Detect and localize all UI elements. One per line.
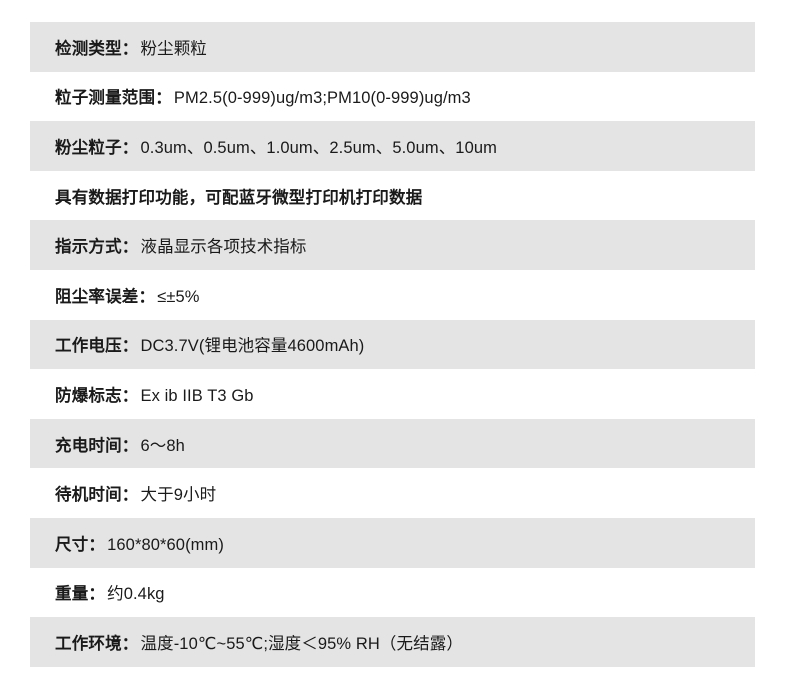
spec-value: 大于9小时: [140, 486, 217, 505]
spec-label: 阻尘率误差：: [55, 287, 156, 306]
spec-row: 充电时间： 6～8h: [0, 418, 790, 469]
spec-value: 液晶显示各项技术指标: [140, 238, 307, 257]
spec-row-inner: 粒子测量范围： PM2.5(0-999)ug/m3;PM10(0-999)ug/m…: [55, 84, 471, 108]
spec-row: 尺寸： 160*80*60(mm): [0, 517, 790, 568]
spec-value: PM2.5(0-999)ug/m3;PM10(0-999)ug/m3: [173, 89, 471, 108]
spec-row: 防爆标志： Ex ib IIB T3 Gb: [0, 369, 790, 419]
spec-label: 检测类型：: [55, 39, 139, 58]
spec-row-inner: 粉尘粒子： 0.3um、0.5um、1.0um、2.5um、5.0um、10um: [55, 134, 497, 158]
spec-row-inner: 工作电压： DC3.7V(锂电池容量4600mAh): [55, 332, 364, 356]
spec-value: 160*80*60(mm): [107, 535, 224, 554]
spec-row: 具有数据打印功能，可配蓝牙微型打印机打印数据: [0, 170, 790, 221]
spec-value: 6～8h: [140, 436, 185, 455]
spec-row: 重量： 约0.4kg: [0, 567, 790, 618]
spec-row: 检测类型： 粉尘颗粒: [0, 22, 790, 72]
spec-row-inner: 检测类型： 粉尘颗粒: [55, 35, 207, 59]
spec-label: 工作环境：: [55, 634, 139, 653]
spec-row: 待机时间： 大于9小时: [0, 468, 790, 518]
spec-label: 待机时间：: [55, 486, 139, 505]
spec-row-inner: 工作环境： 温度-10℃~55℃;湿度＜95% RH（无结露）: [55, 630, 463, 654]
spec-row: 工作电压： DC3.7V(锂电池容量4600mAh): [0, 319, 790, 370]
spec-value: ≤±5%: [157, 287, 200, 306]
spec-row: 粒子测量范围： PM2.5(0-999)ug/m3;PM10(0-999)ug/m…: [0, 71, 790, 122]
spec-label: 充电时间：: [55, 436, 139, 455]
spec-label: 粉尘粒子：: [55, 138, 139, 157]
spec-label: 防爆标志：: [55, 386, 139, 405]
spec-row-inner: 充电时间： 6～8h: [55, 432, 185, 456]
spec-row-inner: 重量： 约0.4kg: [55, 580, 165, 604]
spec-value: 0.3um、0.5um、1.0um、2.5um、5.0um、10um: [140, 138, 497, 157]
spec-row-inner: 具有数据打印功能，可配蓝牙微型打印机打印数据: [55, 184, 422, 208]
spec-label: 具有数据打印功能，可配蓝牙微型打印机打印数据: [55, 188, 423, 207]
spec-value: 温度-10℃~55℃;湿度＜95% RH（无结露）: [140, 634, 463, 653]
spec-row: 指示方式： 液晶显示各项技术指标: [0, 220, 790, 270]
spec-row-inner: 防爆标志： Ex ib IIB T3 Gb: [55, 382, 254, 406]
spec-value: Ex ib IIB T3 Gb: [140, 386, 254, 405]
spec-row: 工作环境： 温度-10℃~55℃;湿度＜95% RH（无结露）: [0, 617, 790, 667]
spec-label: 粒子测量范围：: [55, 89, 172, 108]
spec-row-inner: 阻尘率误差： ≤±5%: [55, 283, 200, 307]
spec-value: DC3.7V(锂电池容量4600mAh): [140, 337, 365, 356]
spec-label: 指示方式：: [55, 238, 139, 257]
spec-row-inner: 指示方式： 液晶显示各项技术指标: [55, 233, 307, 257]
spec-label: 重量：: [55, 585, 106, 604]
spec-value: 约0.4kg: [107, 585, 165, 604]
spec-row: 阻尘率误差： ≤±5%: [0, 269, 790, 320]
spec-label: 工作电压：: [55, 337, 139, 356]
spec-row-inner: 待机时间： 大于9小时: [55, 481, 216, 505]
spec-row-inner: 尺寸： 160*80*60(mm): [55, 531, 224, 555]
spec-value: 粉尘颗粒: [140, 39, 207, 58]
spec-row: 粉尘粒子： 0.3um、0.5um、1.0um、2.5um、5.0um、10um: [0, 121, 790, 171]
spec-label: 尺寸：: [55, 535, 106, 554]
